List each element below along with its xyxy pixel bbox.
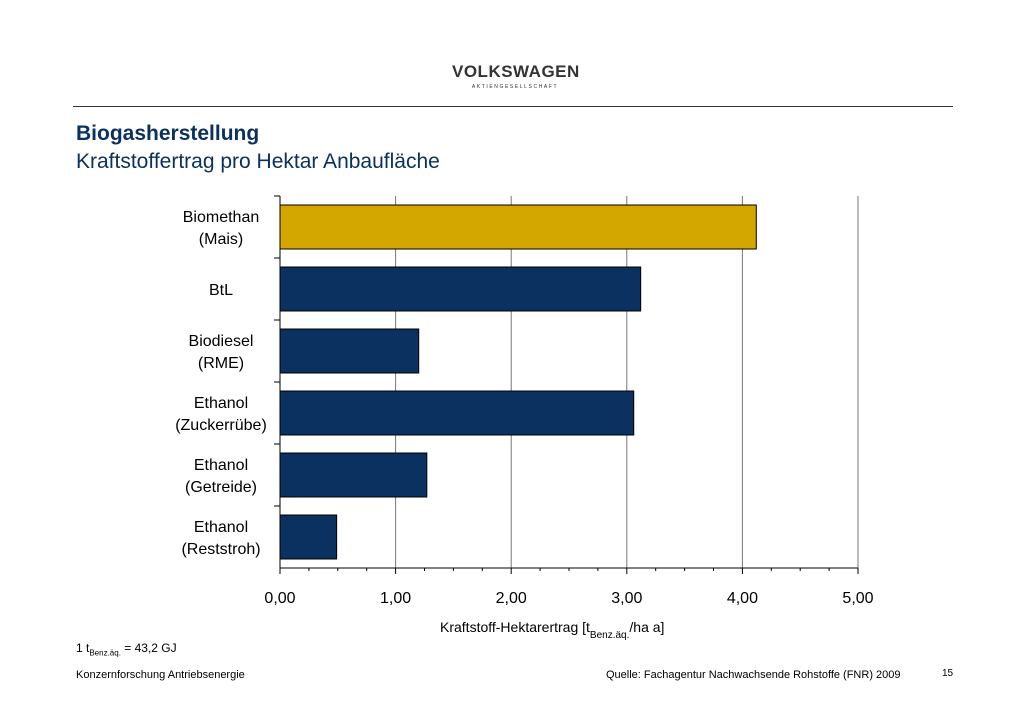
bar bbox=[279, 514, 338, 560]
conversion-value: = 43,2 GJ bbox=[120, 641, 177, 655]
footer-organization: Konzernforschung Antriebsenergie bbox=[76, 669, 245, 681]
category-label: Ethanol bbox=[194, 395, 248, 412]
conversion-unit: Benz.äq. bbox=[89, 648, 121, 658]
bar bbox=[279, 452, 428, 498]
x-axis-label: Kraftstoff-Hektarertrag [tBenz.äq./ha a] bbox=[440, 619, 664, 641]
conversion-note: 1 tBenz.äq. = 43,2 GJ bbox=[76, 641, 177, 657]
category-label: (Zuckerrübe) bbox=[175, 417, 267, 434]
page-number: 15 bbox=[942, 668, 954, 679]
category-label: Biomethan bbox=[183, 209, 260, 226]
bar bbox=[279, 204, 757, 250]
x-tick-label: 5,00 bbox=[842, 590, 873, 607]
conversion-prefix: 1 t bbox=[76, 641, 90, 655]
brand-name: VOLKSWAGEN bbox=[452, 62, 580, 81]
page-title: Biogasherstellung bbox=[76, 122, 260, 145]
brand-logo: VOLKSWAGEN AKTIENGESELLSCHAFT bbox=[452, 62, 580, 90]
category-label: Ethanol bbox=[194, 457, 248, 474]
header-divider bbox=[73, 106, 953, 107]
bar bbox=[279, 328, 420, 374]
x-tick-label: 1,00 bbox=[380, 590, 411, 607]
page-subtitle: Kraftstoffertrag pro Hektar Anbaufläche bbox=[76, 150, 440, 173]
x-tick-label: 2,00 bbox=[496, 590, 527, 607]
bar bbox=[279, 266, 642, 312]
category-label: (Mais) bbox=[199, 231, 243, 248]
category-label: (RME) bbox=[198, 355, 244, 372]
category-label: BtL bbox=[209, 282, 233, 299]
x-tick-label: 3,00 bbox=[611, 590, 642, 607]
category-label: Ethanol bbox=[194, 519, 248, 536]
x-tick-label: 4,00 bbox=[727, 590, 758, 607]
category-label: (Reststroh) bbox=[181, 541, 260, 558]
category-label: (Getreide) bbox=[185, 479, 257, 496]
footer-source: Quelle: Fachagentur Nachwachsende Rohsto… bbox=[606, 669, 901, 681]
bar bbox=[279, 390, 635, 436]
category-label: Biodiesel bbox=[189, 333, 254, 350]
x-tick-label: 0,00 bbox=[264, 590, 295, 607]
brand-subtitle: AKTIENGESELLSCHAFT bbox=[471, 84, 559, 90]
